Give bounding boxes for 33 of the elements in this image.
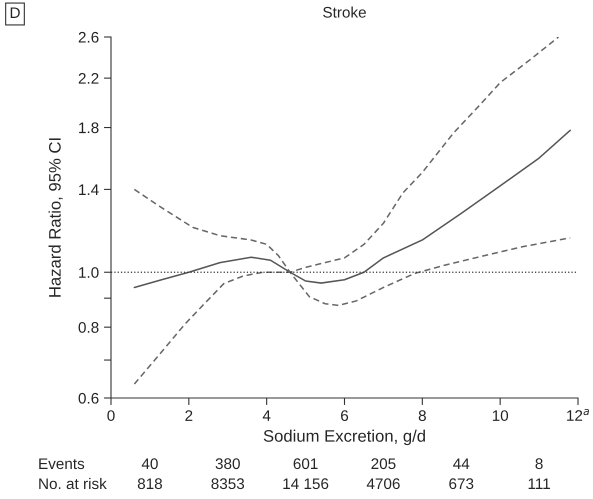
text: 44	[453, 458, 470, 469]
y-tick-label: 1.0	[79, 267, 99, 278]
x-tick-label: 12$^{a}$	[567, 408, 589, 421]
text: 205	[371, 458, 396, 470]
text: 4706	[366, 478, 400, 490]
x-tick-label: 6	[341, 410, 348, 422]
chart-title: Stroke	[323, 6, 366, 18]
line-series	[134, 130, 571, 288]
text: No. at risk	[39, 478, 107, 490]
text: 111	[528, 478, 550, 489]
text: 818	[138, 478, 162, 490]
x-tick-label: 8	[418, 410, 426, 422]
text: 673	[449, 478, 474, 490]
text: 8	[536, 458, 543, 470]
x-tick-label: 2	[185, 410, 192, 421]
y-tick-label: 2.2	[78, 72, 98, 84]
text: 14 156	[283, 478, 328, 490]
text: 601	[294, 458, 318, 470]
text: 8353	[211, 478, 244, 490]
text: 40	[142, 458, 158, 470]
y-axis-title: Hazard Ratio, 95% CI	[48, 138, 63, 297]
x-axis-title: Sodium Excretion, g/d	[264, 430, 425, 446]
y-tick-label: 1.8	[79, 122, 99, 134]
text: D	[10, 7, 20, 18]
text: Events	[39, 458, 84, 470]
y-tick-label: 2.6	[78, 32, 99, 43]
y-tick-label: 0.6	[78, 392, 99, 404]
y-tick-label: 1.4	[79, 184, 99, 195]
x-tick-label: 0	[107, 410, 115, 422]
text: 380	[216, 458, 240, 470]
y-tick-label: 0.8	[78, 322, 99, 333]
x-tick-label: 4	[262, 410, 270, 421]
x-tick-label: 10	[492, 410, 508, 422]
